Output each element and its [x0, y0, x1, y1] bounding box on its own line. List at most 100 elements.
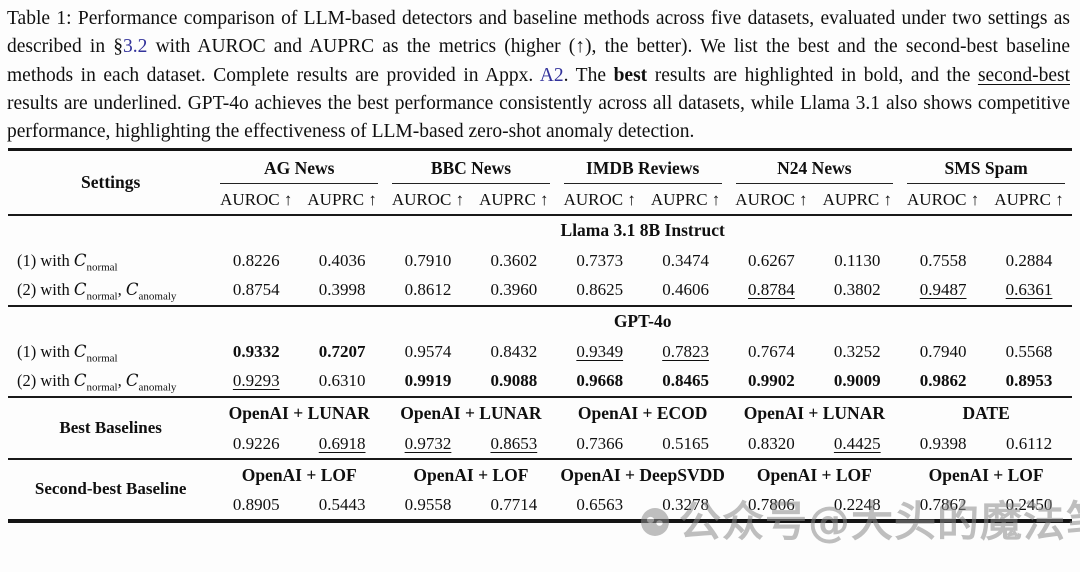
metric-value: 0.8953	[986, 366, 1072, 398]
script-c-symbol: C	[125, 371, 139, 391]
settings-column-header: Settings	[8, 149, 214, 216]
script-c-symbol: C	[73, 250, 87, 270]
metric-value: 0.2450	[1005, 495, 1053, 515]
metric-value: 0.3474	[662, 250, 709, 270]
metric-value: 0.9332	[232, 341, 280, 361]
metric-value: 0.9293	[213, 366, 300, 398]
table-header-row-datasets: Settings AG News BBC News IMDB Reviews N…	[8, 149, 1072, 216]
metric-value: 0.8465	[642, 366, 729, 398]
table-row-gpt4o-setting1: (1) with Cnormal 0.9332 0.7207 0.9574 0.…	[8, 337, 1072, 367]
metric-value: 0.5568	[1005, 341, 1053, 361]
dataset-header-sms-spam: SMS Spam	[900, 150, 1072, 186]
section-title-gpt4o: GPT-4o	[613, 311, 672, 332]
metric-value: 0.8612	[385, 275, 471, 307]
caption-segment: results are underlined. GPT-4o achieves …	[7, 92, 1070, 143]
metric-header-auroc: AUROC ↑	[900, 185, 987, 216]
metric-value: 0.3802	[814, 275, 901, 307]
metric-value: 0.2884	[1005, 250, 1053, 270]
metric-value: 0.9668	[556, 366, 643, 398]
label-subscript: normal	[86, 381, 118, 394]
metric-value: 0.3252	[833, 341, 881, 361]
metric-value: 0.6361	[986, 275, 1072, 307]
metric-value: 0.9009	[814, 366, 901, 398]
metric-value: 0.8754	[213, 275, 300, 307]
metric-value: 0.7558	[919, 250, 967, 270]
results-table: Settings AG News BBC News IMDB Reviews N…	[8, 148, 1072, 523]
setting-row-label: (2) with Cnormal, Canomaly	[8, 366, 214, 398]
script-c-symbol: C	[125, 280, 139, 300]
label-subscript: normal	[86, 261, 118, 274]
caption-segment: with AUROC and AUPRC as the metrics (hig…	[7, 36, 1070, 86]
dataset-header-ag-news: AG News	[213, 150, 385, 186]
section-title-llama: Llama 3.1 8B Instruct	[560, 220, 725, 241]
table-header-row-metrics: AUROC ↑ AUPRC ↑ AUROC ↑ AUPRC ↑ AUROC ↑ …	[8, 185, 1072, 216]
second-best-baseline-label: Second-best Baseline	[34, 479, 187, 499]
section-title-row: Llama 3.1 8B Instruct	[8, 215, 1072, 246]
metric-value: 0.3998	[299, 275, 386, 307]
label-text: (2) with	[17, 371, 74, 391]
metric-header-auprc: AUPRC ↑	[814, 185, 901, 216]
setting-row-label: (1) with Cnormal	[8, 337, 213, 367]
script-c-symbol: C	[73, 280, 87, 300]
label-text: ,	[117, 280, 126, 300]
metric-value: 0.9398	[900, 429, 987, 460]
metric-header-auroc: AUROC ↑	[385, 185, 471, 216]
metric-value: 0.8784	[728, 275, 815, 307]
second-best-baseline-value-row: 0.8905 0.5443 0.9558 0.7714 0.6563 0.327…	[8, 492, 1072, 521]
metric-value: 0.9487	[900, 275, 987, 307]
metric-header-auroc: AUROC ↑	[213, 185, 300, 216]
metric-header-auprc: AUPRC ↑	[299, 185, 386, 216]
best-baselines-value-row: 0.9226 0.6918 0.9732 0.8653 0.7366 0.516…	[8, 429, 1072, 460]
section-ref-link[interactable]: 3.2	[123, 36, 148, 58]
metric-value: 0.7714	[490, 495, 538, 515]
metric-value: 0.7806	[748, 495, 795, 515]
metric-header-auprc: AUPRC ↑	[986, 185, 1072, 216]
metric-header-auprc: AUPRC ↑	[470, 185, 557, 216]
metric-value: 0.7373	[576, 250, 624, 270]
metric-value: 0.7823	[662, 341, 709, 361]
table-row-llama-setting1: (1) with Cnormal 0.8226 0.4036 0.7910 0.…	[8, 246, 1072, 276]
metric-header-auroc: AUROC ↑	[728, 185, 815, 216]
label-subscript: normal	[86, 290, 118, 303]
metric-value: 0.3602	[490, 250, 538, 270]
caption-segment: . The	[563, 64, 614, 86]
setting-row-label: (1) with Cnormal	[8, 246, 213, 276]
metric-value: 0.8625	[556, 275, 643, 307]
label-subscript: anomaly	[138, 381, 177, 394]
dataset-header-bbc-news: BBC News	[385, 150, 557, 186]
baseline-method: OpenAI + LOF	[756, 465, 872, 486]
baseline-method: DATE	[962, 403, 1010, 424]
label-text: (2) with	[17, 280, 74, 300]
baseline-method: OpenAI + LUNAR	[228, 403, 370, 424]
label-subscript: normal	[86, 352, 118, 365]
metric-value: 0.9902	[728, 366, 815, 398]
baseline-method: OpenAI + LOF	[928, 465, 1044, 486]
label-text: ,	[117, 371, 126, 391]
metric-value: 0.5165	[642, 429, 729, 460]
empty-cell	[8, 306, 213, 337]
baseline-method: OpenAI + DeepSVDD	[560, 465, 725, 486]
metric-value: 0.9088	[470, 366, 557, 398]
metric-header-auroc: AUROC ↑	[556, 185, 643, 216]
caption-segment-bold: best	[613, 64, 648, 86]
metric-value: 0.4425	[814, 429, 901, 460]
metric-value: 0.7910	[404, 250, 452, 270]
baseline-method: OpenAI + LUNAR	[743, 403, 885, 424]
caption-segment: results are highlighted in bold, and the	[647, 64, 978, 86]
metric-value: 0.9226	[213, 429, 300, 460]
metric-value: 0.7674	[748, 341, 795, 361]
metric-header-auprc: AUPRC ↑	[642, 185, 729, 216]
baseline-method: OpenAI + LOF	[413, 465, 529, 486]
baseline-method: OpenAI + LOF	[241, 465, 357, 486]
metric-value: 0.8320	[728, 429, 815, 460]
dataset-header-n24-news: N24 News	[729, 150, 901, 186]
metric-value: 0.7366	[556, 429, 643, 460]
metric-value: 0.6563	[576, 495, 624, 515]
metric-value: 0.8905	[232, 495, 280, 515]
label-text: (1) with	[17, 341, 74, 361]
best-baselines-method-row: Best Baselines OpenAI + LUNAR OpenAI + L…	[8, 396, 1072, 460]
section-title-row: GPT-4o	[8, 306, 1072, 337]
metric-value: 0.6267	[748, 250, 795, 270]
appendix-ref-link[interactable]: A2	[539, 64, 564, 86]
